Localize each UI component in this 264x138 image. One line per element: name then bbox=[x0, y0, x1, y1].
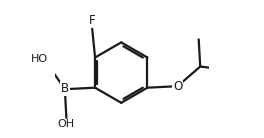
Text: HO: HO bbox=[30, 54, 48, 64]
Text: F: F bbox=[89, 14, 96, 27]
Text: OH: OH bbox=[58, 119, 75, 129]
Text: B: B bbox=[61, 82, 69, 95]
Text: O: O bbox=[173, 80, 182, 93]
